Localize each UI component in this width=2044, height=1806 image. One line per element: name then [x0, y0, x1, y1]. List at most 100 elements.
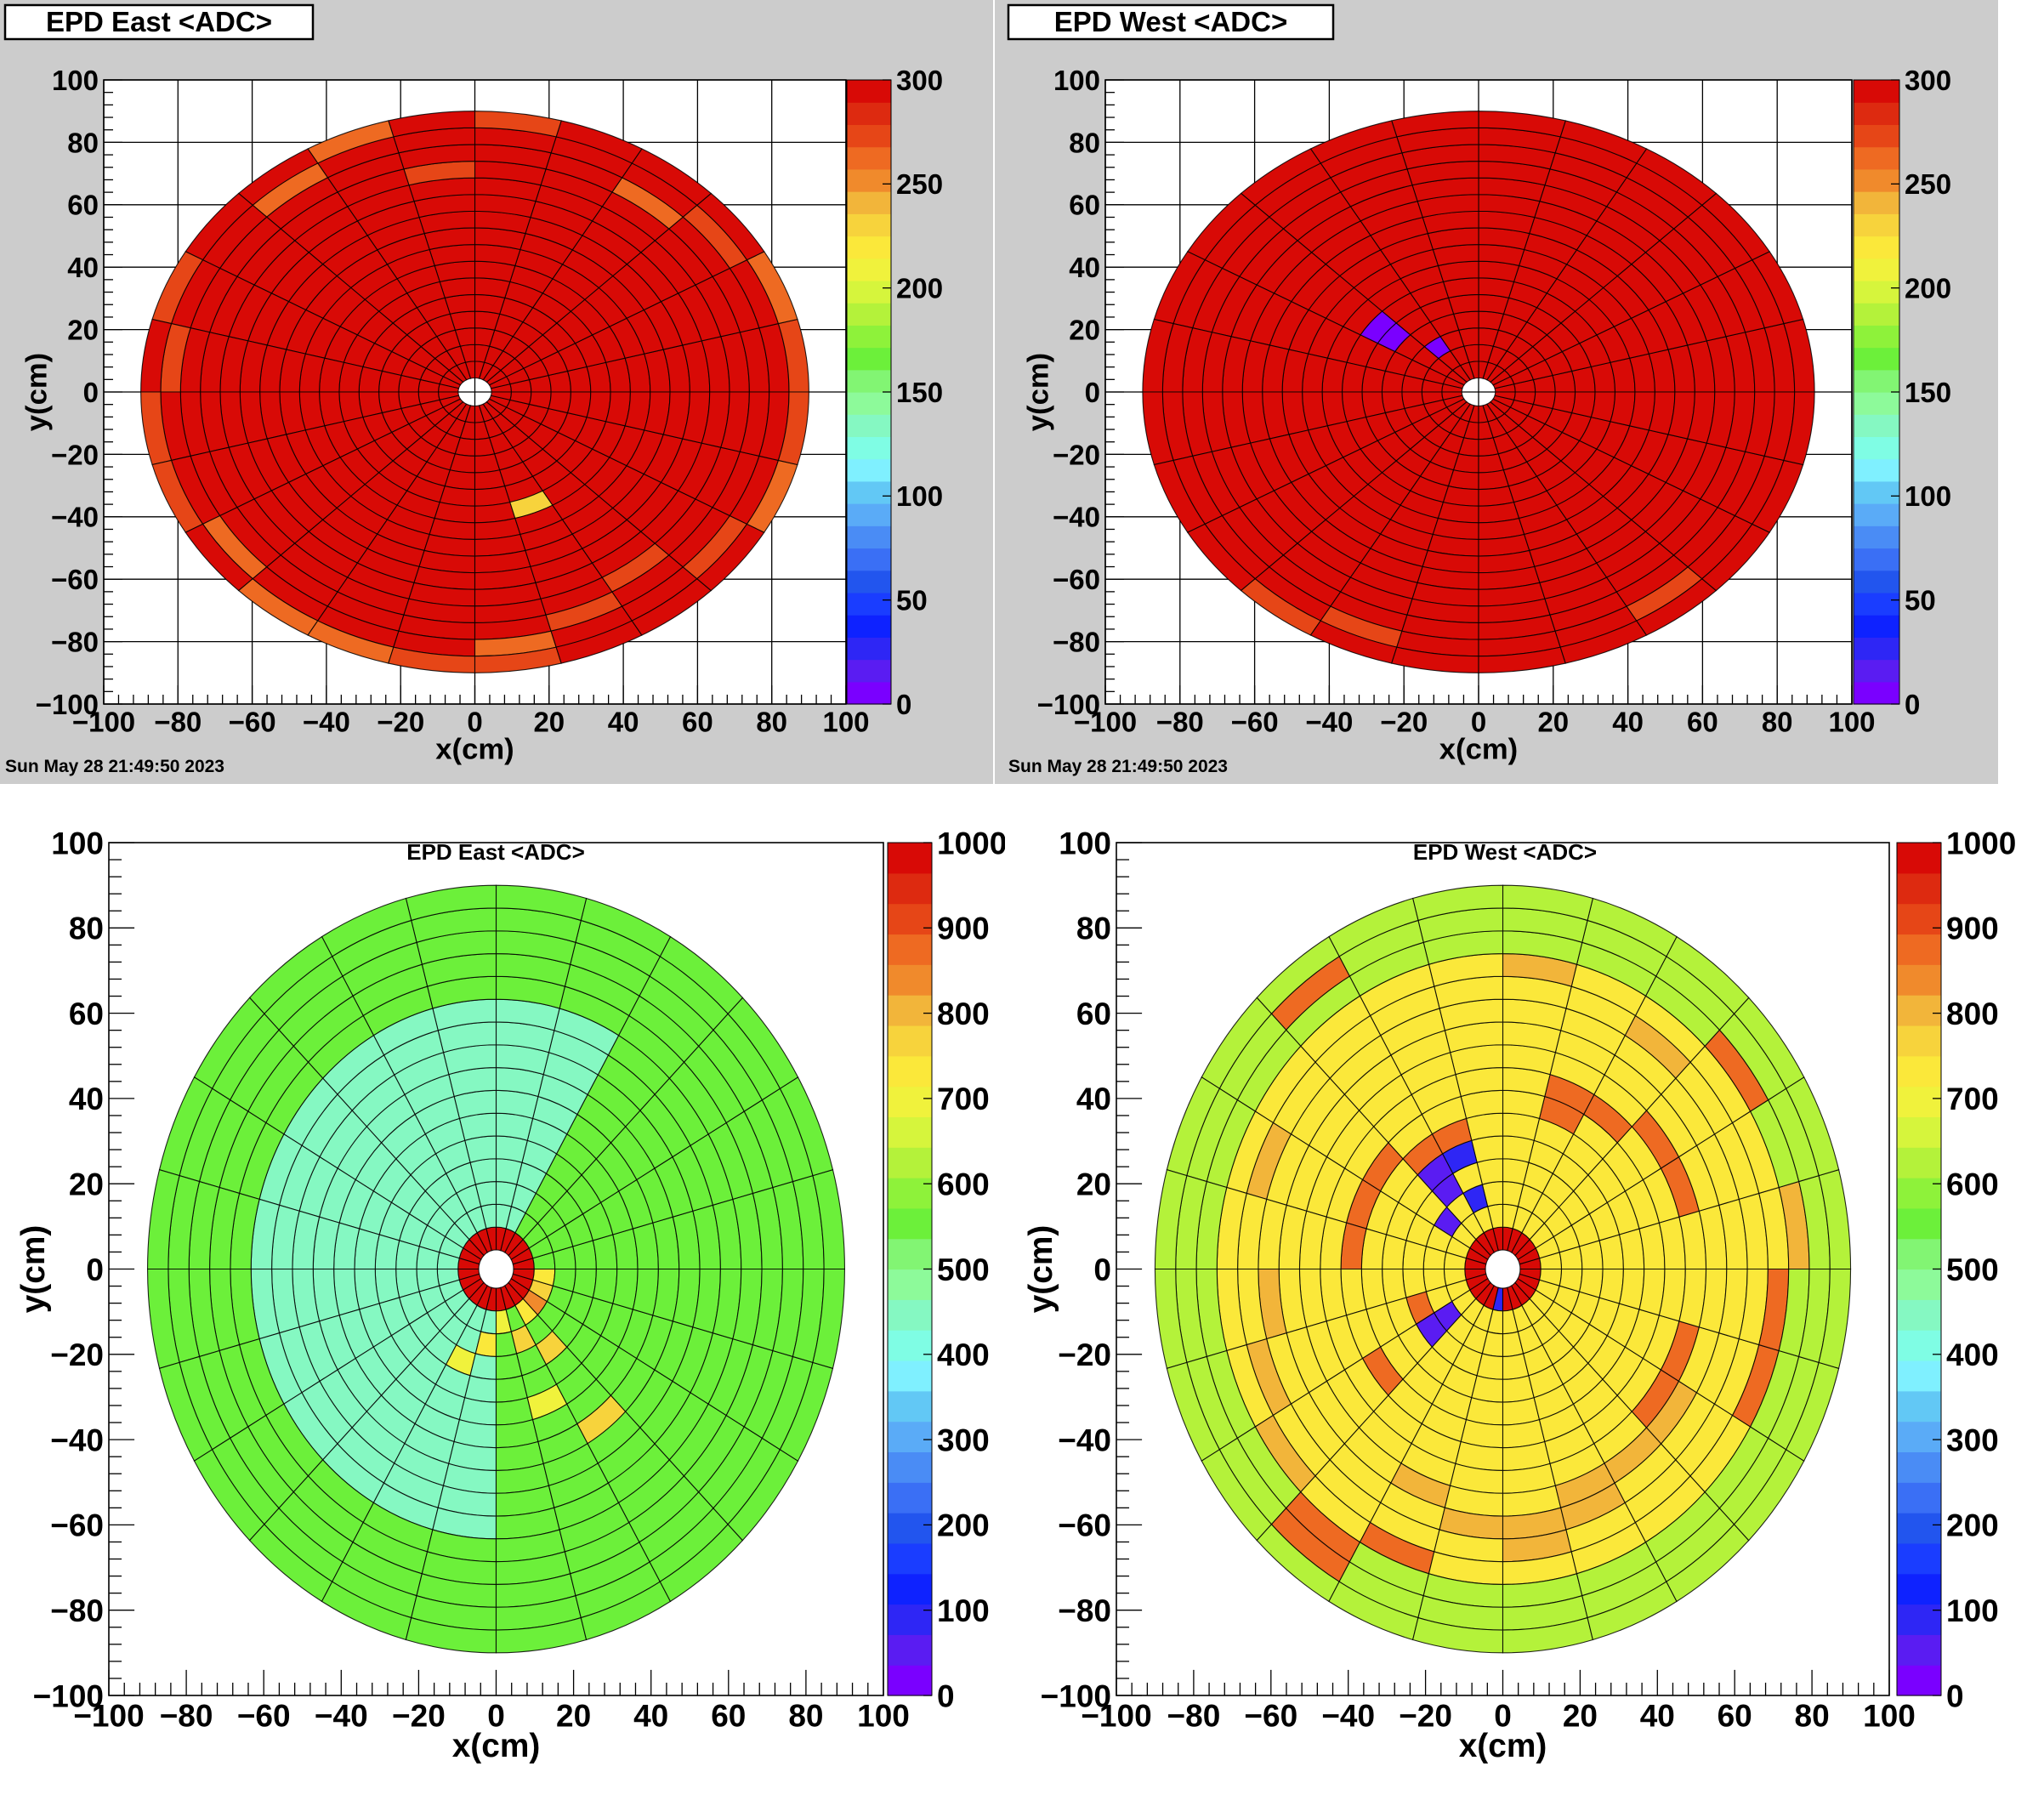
palette-tick-label: 1000: [937, 826, 1007, 860]
palette-step: [1854, 392, 1899, 415]
palette-step: [1854, 436, 1899, 460]
y-tick-label: 0: [1093, 1252, 1111, 1287]
palette-step: [1897, 934, 1941, 965]
x-axis-title: x(cm): [452, 1728, 541, 1764]
palette-step: [1854, 369, 1899, 393]
x-tick-label: −100: [72, 706, 135, 737]
palette-step: [888, 1238, 932, 1270]
palette-step: [1897, 1086, 1941, 1117]
y-tick-label: 0: [86, 1252, 104, 1287]
chart-panel-west-top: −100 −80 −60 −40 −20 0 20 40 60 80 100100806040200…: [995, 0, 1998, 784]
palette-step: [1897, 1513, 1941, 1544]
palette-step: [847, 615, 891, 638]
timestamp: Sun May 28 21:49:50 2023: [5, 757, 224, 776]
palette-step: [1897, 1178, 1941, 1209]
y-tick-label: −20: [1058, 1337, 1111, 1372]
palette-step: [847, 681, 891, 705]
y-tick-label: −40: [50, 1423, 104, 1457]
tile-r4-s11: [1361, 366, 1386, 393]
palette-tick-label: 300: [1946, 1423, 1999, 1457]
chart-panel-east-bottom: −100 −80 −60 −40 −20 0 20 40 60 80 100100806040200…: [0, 799, 1007, 1806]
x-tick-label: 60: [1718, 1698, 1752, 1733]
palette-tick-label: 100: [896, 480, 943, 512]
palette-step: [1854, 525, 1899, 549]
tile-r4-s5: [1478, 293, 1510, 315]
palette-step: [888, 1360, 932, 1392]
palette-step: [1897, 1055, 1941, 1088]
y-tick-label: −20: [51, 439, 99, 470]
title-box: [3, 3, 315, 41]
x-tick-label: 80: [756, 706, 787, 737]
palette-step: [888, 1269, 932, 1300]
palette-tick-label: 300: [896, 65, 943, 96]
x-tick-label: −40: [1305, 706, 1353, 737]
palette-tick-label: 700: [937, 1082, 990, 1116]
chart-title: EPD West <ADC>: [1054, 6, 1287, 37]
palette-tick-label: 600: [937, 1167, 990, 1202]
detector-tiles: [146, 884, 846, 1654]
x-tick-label: 80: [1795, 1698, 1830, 1733]
chart-title: EPD West <ADC>: [1413, 839, 1597, 865]
palette-step: [888, 1451, 932, 1483]
y-tick-label: 60: [1076, 997, 1111, 1031]
x-tick-label: 40: [1640, 1698, 1675, 1733]
x-tick-label: 80: [788, 1698, 823, 1733]
palette-step: [1897, 1116, 1941, 1148]
palette-step: [847, 525, 891, 549]
x-tick-label: −40: [303, 706, 350, 737]
palette-step: [1854, 570, 1899, 593]
palette-step: [1897, 1390, 1941, 1423]
color-palette: 0 100 200 300 400 500 600 700 800 900 1000: [1896, 826, 2016, 1713]
x-tick-label: 0: [487, 1698, 505, 1733]
palette-step: [1854, 659, 1899, 683]
y-tick-label: −40: [1053, 502, 1100, 533]
palette-step: [1897, 1330, 1941, 1361]
palette-step: [888, 1147, 932, 1178]
color-palette: 0 100 200 300 400 500 600 700 800 900 1000: [887, 826, 1007, 1713]
x-tick-label: −60: [1244, 1698, 1297, 1733]
tile-r15-s23: [1783, 391, 1815, 466]
palette-step: [1854, 325, 1899, 349]
tile-r15-s23: [812, 1268, 846, 1370]
palette-tick-label: 400: [937, 1337, 990, 1372]
palette-step: [888, 1542, 932, 1575]
palette-tick-label: 0: [896, 689, 911, 720]
y-tick-label: 40: [69, 1082, 104, 1116]
chart-panel-east-top: −100 −80 −60 −40 −20 0 20 40 60 80 100100806040200…: [0, 0, 993, 784]
palette-step: [1854, 102, 1899, 126]
palette-step: [1897, 1025, 1941, 1057]
x-tick-label: −20: [1399, 1698, 1452, 1733]
y-tick-label: −60: [1058, 1508, 1111, 1543]
palette-step: [888, 1421, 932, 1453]
tile-r3-s11: [378, 370, 402, 393]
palette-step: [888, 1330, 932, 1361]
color-palette: 0 50 100 150 200 250 300: [846, 65, 943, 720]
chart-panel-west-bottom: −100 −80 −60 −40 −20 0 20 40 60 80 100100806040200…: [1005, 799, 2016, 1806]
x-tick-label: −60: [1231, 706, 1279, 737]
y-tick-label: −20: [50, 1337, 104, 1372]
palette-step: [888, 1086, 932, 1117]
palette-step: [1897, 1634, 1941, 1666]
x-tick-label: −40: [1321, 1698, 1375, 1733]
palette-step: [847, 592, 891, 616]
y-tick-label: −40: [51, 502, 99, 533]
y-tick-label: −20: [1053, 439, 1100, 470]
x-tick-label: −60: [229, 706, 276, 737]
palette-step: [847, 570, 891, 593]
timestamp: Sun May 28 21:49:50 2023: [1008, 757, 1228, 776]
x-tick-label: 40: [1612, 706, 1644, 737]
title-box: [1007, 3, 1335, 41]
y-tick-label: 20: [1069, 314, 1100, 345]
palette-step: [1897, 843, 1941, 874]
y-tick-label: −80: [1053, 626, 1100, 657]
palette-step: [1897, 1542, 1941, 1575]
palette-step: [1897, 1360, 1941, 1392]
x-tick-label: 40: [633, 1698, 668, 1733]
palette-step: [1897, 1299, 1941, 1331]
y-tick-label: −80: [50, 1593, 104, 1628]
palette-step: [1854, 681, 1899, 705]
y-tick-label: 80: [1069, 127, 1100, 158]
palette-tick-label: 300: [1905, 65, 1951, 96]
y-tick-label: −60: [51, 564, 99, 595]
x-tick-label: 0: [467, 706, 482, 737]
